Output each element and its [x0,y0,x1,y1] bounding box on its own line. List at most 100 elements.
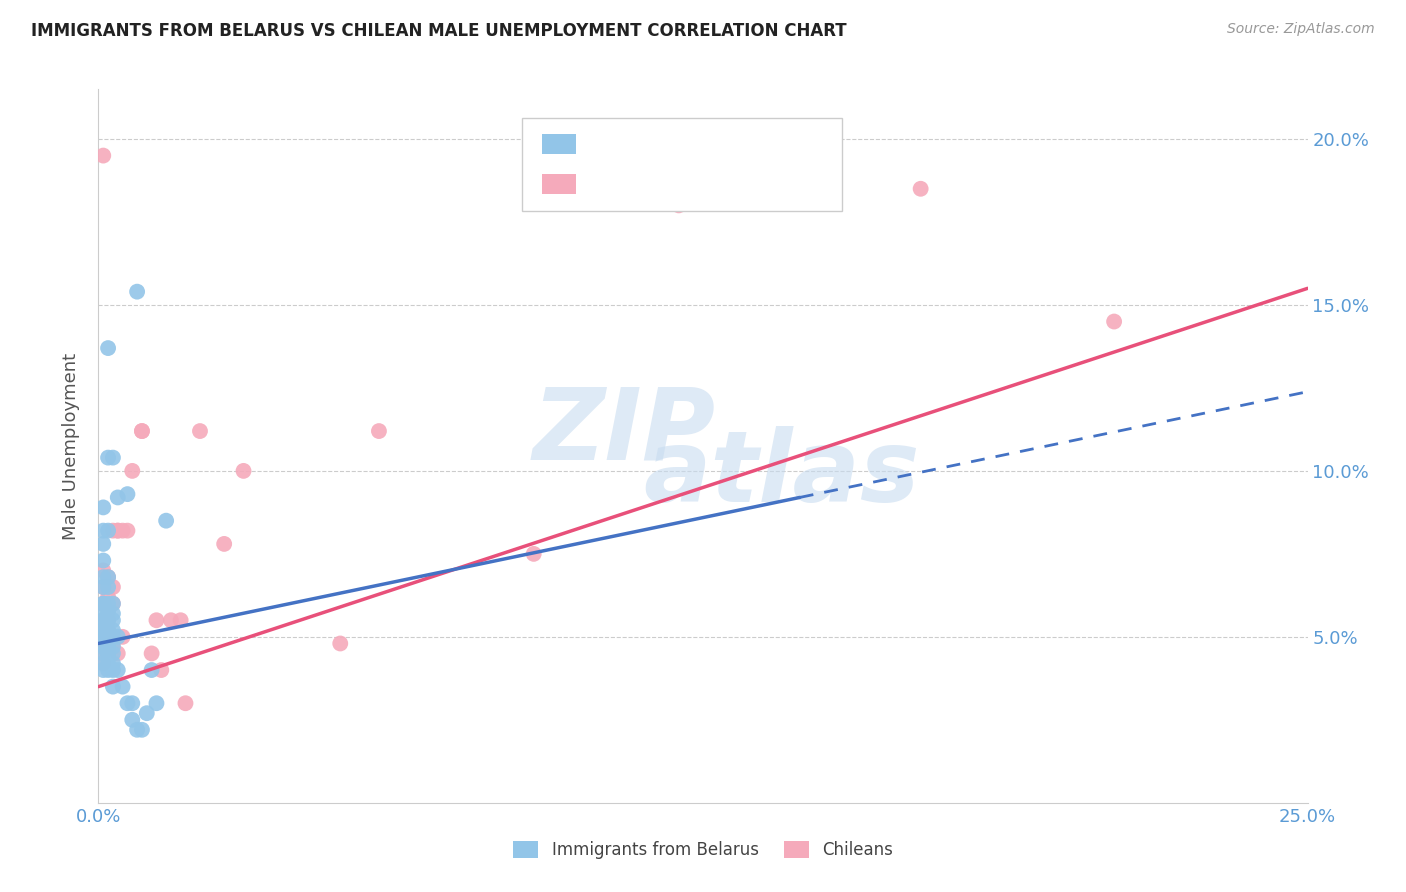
Point [107,524,129,538]
Point [169,613,191,627]
Point [91,630,114,644]
Point [101,663,124,677]
Point [101,597,124,611]
Point [91,500,114,515]
Point [188,424,211,438]
Legend: Immigrants from Belarus, Chileans: Immigrants from Belarus, Chileans [506,834,900,866]
Point [141,663,163,677]
Point [91,624,114,638]
Point [91,613,114,627]
Point [117,487,139,501]
Point [97,630,120,644]
Point [97,570,120,584]
Point [97,640,120,654]
Point [97,590,120,604]
Point [141,647,163,661]
Point [1102,314,1125,328]
Point [107,524,129,538]
Point [97,580,120,594]
Point [107,630,129,644]
Point [135,706,157,721]
Point [127,285,149,299]
Point [107,491,129,505]
Point [91,570,114,584]
Point [101,613,124,627]
Point [91,630,114,644]
Point [91,624,114,638]
Point [91,597,114,611]
Text: ZIP: ZIP [533,384,716,480]
Point [910,182,932,196]
Point [91,624,114,638]
Point [101,597,124,611]
Point [107,663,129,677]
Point [91,537,114,551]
Point [91,597,114,611]
Point [145,613,167,627]
Point [97,636,120,650]
Point [117,524,139,538]
Point [97,613,120,627]
Point [97,647,120,661]
Point [97,657,120,671]
Point [174,696,197,710]
FancyBboxPatch shape [543,134,576,154]
Point [97,624,120,638]
Point [101,607,124,621]
Point [107,647,129,661]
Point [97,597,120,611]
FancyBboxPatch shape [522,118,842,211]
Point [91,580,114,594]
Point [91,613,114,627]
Point [91,640,114,654]
Point [91,553,114,567]
Point [101,636,124,650]
Point [97,640,120,654]
Point [91,647,114,661]
Point [91,630,114,644]
Point [121,696,143,710]
Point [150,663,173,677]
Point [329,636,352,650]
Point [368,424,391,438]
Point [97,607,120,621]
Point [91,597,114,611]
Point [127,723,149,737]
Point [91,607,114,621]
Point [232,464,254,478]
Point [91,640,114,654]
Point [97,570,120,584]
Text: N = 62: N = 62 [706,136,768,153]
Point [97,647,120,661]
Point [97,636,120,650]
Text: N = 46: N = 46 [706,175,768,193]
Point [97,613,120,627]
Point [97,450,120,465]
Point [97,624,120,638]
Point [111,680,134,694]
Point [121,713,143,727]
Point [131,424,153,438]
Text: atlas: atlas [644,426,920,523]
Point [101,450,124,465]
Text: Source: ZipAtlas.com: Source: ZipAtlas.com [1227,22,1375,37]
Point [117,696,139,710]
Point [101,624,124,638]
Point [91,657,114,671]
Y-axis label: Male Unemployment: Male Unemployment [62,352,80,540]
Point [155,514,177,528]
Point [101,580,124,594]
Point [97,603,120,617]
Point [212,537,235,551]
Point [111,524,134,538]
Point [97,663,120,677]
Point [145,696,167,710]
Text: R = 0.661: R = 0.661 [591,175,681,193]
Point [91,580,114,594]
Point [101,630,124,644]
Point [91,657,114,671]
Point [101,524,124,538]
Point [101,657,124,671]
Point [97,524,120,538]
Point [91,564,114,578]
